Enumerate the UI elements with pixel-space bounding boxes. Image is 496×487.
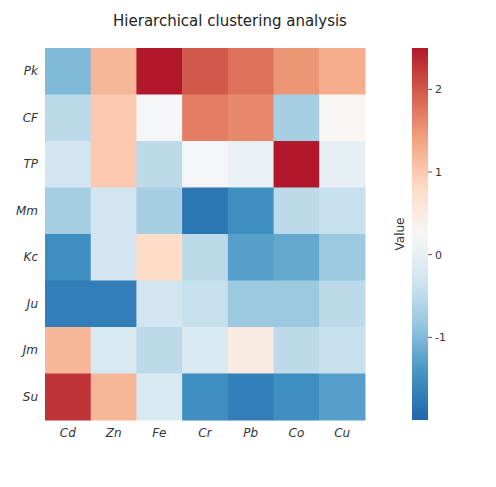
heatmap-cell xyxy=(274,141,320,188)
heatmap-cell xyxy=(45,48,91,95)
x-tick-label: Cr xyxy=(198,426,212,440)
heatmap-cell xyxy=(274,48,320,95)
heatmap-cell xyxy=(45,95,91,142)
heatmap-cell xyxy=(319,327,365,374)
colorbar-tick-label: 0 xyxy=(435,249,442,262)
title: Hierarchical clustering analysis xyxy=(113,12,347,30)
heatmap-cell xyxy=(182,281,228,328)
heatmap-cell xyxy=(228,95,274,142)
x-tick-label: Co xyxy=(289,426,305,440)
colorbar-label: Value xyxy=(393,218,407,251)
heatmap-cell xyxy=(91,281,137,328)
chart: Hierarchical clustering analysis Cd Zn Fe Cr… xyxy=(0,0,496,487)
heatmap-cell xyxy=(91,48,137,95)
heatmap-cell xyxy=(136,374,182,421)
heatmap xyxy=(45,48,366,421)
heatmap-cell xyxy=(319,374,365,421)
colorbar-tick xyxy=(428,337,432,338)
heatmap-cell xyxy=(182,327,228,374)
heatmap-cell xyxy=(45,374,91,421)
heatmap-cell xyxy=(45,281,91,328)
heatmap-cell xyxy=(228,234,274,281)
heatmap-cell xyxy=(319,234,365,281)
colorbar-tick-label: -1 xyxy=(435,331,446,344)
heatmap-cell xyxy=(91,141,137,188)
heatmap-cell xyxy=(182,141,228,188)
colorbar-tick xyxy=(428,89,432,90)
heatmap-cell xyxy=(45,141,91,188)
y-tick-label: Pk xyxy=(24,64,39,78)
heatmap-cell xyxy=(136,234,182,281)
y-tick-label: Jm xyxy=(21,343,38,357)
heatmap-cell xyxy=(136,95,182,142)
heatmap-cell xyxy=(274,188,320,235)
heatmap-cell xyxy=(136,141,182,188)
y-tick-label: Kc xyxy=(24,250,39,264)
x-tick-label: Cd xyxy=(60,426,76,440)
heatmap-cell xyxy=(91,95,137,142)
y-tick-label: Su xyxy=(23,390,39,404)
heatmap-cell xyxy=(91,234,137,281)
heatmap-cell xyxy=(182,234,228,281)
heatmap-cell xyxy=(45,327,91,374)
y-tick-label: Ju xyxy=(25,297,39,311)
heatmap-cell xyxy=(228,374,274,421)
colorbar-tick xyxy=(428,172,432,173)
heatmap-cell xyxy=(182,374,228,421)
heatmap-cell xyxy=(274,327,320,374)
heatmap-cell xyxy=(91,188,137,235)
heatmap-cell xyxy=(182,95,228,142)
heatmap-cell xyxy=(228,327,274,374)
y-tick-label: CF xyxy=(23,111,39,125)
heatmap-cell xyxy=(228,188,274,235)
heatmap-cell xyxy=(45,234,91,281)
colorbar-tick-label: 1 xyxy=(435,166,442,179)
x-tick-label: Cu xyxy=(334,426,350,440)
heatmap-cell xyxy=(91,327,137,374)
colorbar-tick-label: 2 xyxy=(435,83,442,96)
x-tick-label: Pb xyxy=(243,426,258,440)
heatmap-cell xyxy=(45,188,91,235)
heatmap-cell xyxy=(136,188,182,235)
y-tick-label: TP xyxy=(23,157,38,171)
heatmap-cell xyxy=(136,48,182,95)
heatmap-cell xyxy=(228,141,274,188)
heatmap-cell xyxy=(274,95,320,142)
heatmap-cell xyxy=(182,48,228,95)
x-tick-label: Zn xyxy=(105,426,122,440)
heatmap-cell xyxy=(319,141,365,188)
heatmap-cell xyxy=(136,327,182,374)
heatmap-cell xyxy=(319,48,365,95)
heatmap-cell xyxy=(274,281,320,328)
y-tick-label: Mm xyxy=(16,204,38,218)
heatmap-cell xyxy=(319,95,365,142)
heatmap-cell xyxy=(91,374,137,421)
heatmap-cell xyxy=(136,281,182,328)
heatmap-cell xyxy=(274,234,320,281)
heatmap-cell xyxy=(228,281,274,328)
heatmap-cell xyxy=(182,188,228,235)
heatmap-cell xyxy=(274,374,320,421)
heatmap-cell xyxy=(228,48,274,95)
heatmap-cell xyxy=(319,281,365,328)
colorbar-tick xyxy=(428,254,432,255)
x-tick-label: Fe xyxy=(152,426,166,440)
colorbar xyxy=(412,48,428,420)
heatmap-cell xyxy=(319,188,365,235)
